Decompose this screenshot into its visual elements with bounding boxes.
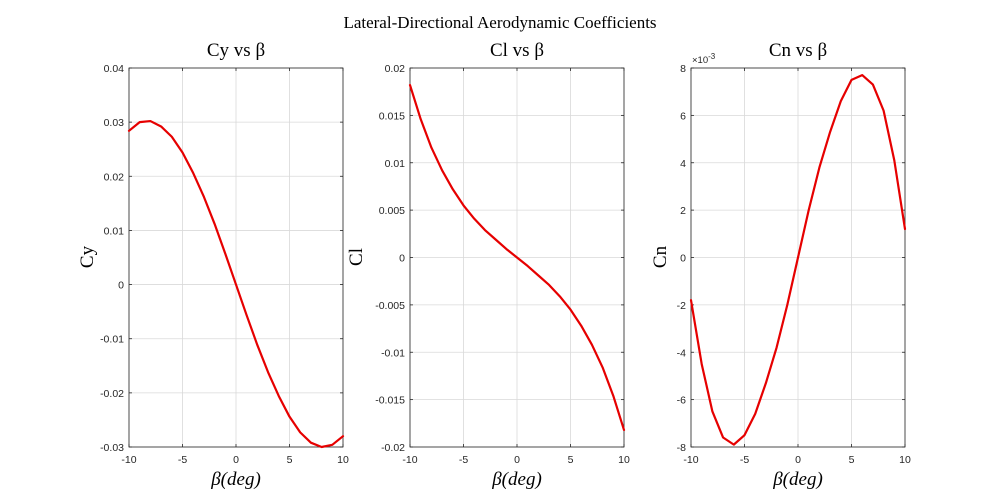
exponent-base: ×10 [692, 55, 708, 66]
x-axis-label: β(deg) [491, 469, 542, 490]
y-tick-label: 2 [680, 205, 686, 217]
y-tick-label: 8 [680, 63, 686, 75]
y-axis-label: Cy [77, 245, 98, 268]
x-tick-label: 0 [233, 454, 239, 466]
y-tick-label: -4 [677, 347, 686, 359]
y-tick-label: -6 [677, 395, 686, 407]
y-tick-label: 0.04 [104, 63, 125, 75]
y-tick-label: 0.005 [379, 205, 405, 217]
x-tick-label: 5 [568, 454, 574, 466]
y-axis-label: Cl [346, 248, 367, 266]
chart-title: Cl vs β [490, 40, 544, 61]
x-tick-label: -5 [740, 454, 749, 466]
x-tick-label: 10 [899, 454, 911, 466]
x-tick-label: -10 [683, 454, 698, 466]
chart-title: Cy vs β [207, 40, 265, 61]
series-line [689, 74, 907, 446]
x-tick-label: 0 [795, 454, 801, 466]
y-tick-label: 0.01 [385, 158, 406, 170]
series-line [408, 83, 626, 432]
series-line [127, 119, 345, 449]
x-tick-label: -10 [402, 454, 417, 466]
y-tick-label: -0.005 [375, 300, 405, 312]
y-tick-label: -0.01 [381, 347, 405, 359]
figure-title: Lateral-Directional Aerodynamic Coeffici… [343, 13, 656, 32]
y-tick-label: -8 [677, 442, 686, 454]
chart-panel-cn: Cn vs β Cn β(deg) ×10-3 -10 -5 0 5 10 8 6 4 2 0 -2… [650, 40, 911, 490]
chart-panel-cy: Cy vs β Cy β(deg) -10 -5 0 5 10 0.04 0.03 0.02 0… [77, 40, 349, 490]
y-tick-label: 0.02 [385, 63, 406, 75]
y-tick-label: 4 [680, 158, 686, 170]
y-tick-label: 0 [399, 253, 405, 265]
y-tick-label: -0.01 [100, 334, 124, 346]
chart-title: Cn vs β [769, 40, 827, 61]
x-tick-label: 0 [514, 454, 520, 466]
x-tick-label: -10 [121, 454, 136, 466]
y-tick-label: -0.02 [100, 388, 124, 400]
y-tick-label: -0.015 [375, 395, 405, 407]
y-axis-label: Cn [650, 245, 671, 268]
x-tick-label: -5 [178, 454, 187, 466]
chart-panel-cl: Cl vs β Cl β(deg) -10 -5 0 5 10 0.02 0.015 0.01… [346, 40, 630, 490]
x-axis-label: β(deg) [772, 469, 823, 490]
y-tick-label: 0.03 [104, 117, 125, 129]
x-axis-label: β(deg) [210, 469, 261, 490]
y-tick-label: 0.01 [104, 225, 125, 237]
y-tick-label: -0.03 [100, 442, 124, 454]
y-tick-label: 6 [680, 110, 686, 122]
x-tick-label: 10 [618, 454, 630, 466]
y-tick-label: 0 [680, 253, 686, 265]
x-tick-label: 5 [287, 454, 293, 466]
y-axis-exponent: ×10-3 [692, 52, 716, 66]
y-tick-label: -0.02 [381, 442, 405, 454]
y-tick-label: 0 [118, 280, 124, 292]
x-tick-label: -5 [459, 454, 468, 466]
y-tick-label: 0.015 [379, 110, 405, 122]
x-tick-label: 10 [337, 454, 349, 466]
exponent-power: -3 [708, 52, 716, 61]
y-tick-label: -2 [677, 300, 686, 312]
y-tick-label: 0.02 [104, 171, 125, 183]
x-tick-label: 5 [849, 454, 855, 466]
